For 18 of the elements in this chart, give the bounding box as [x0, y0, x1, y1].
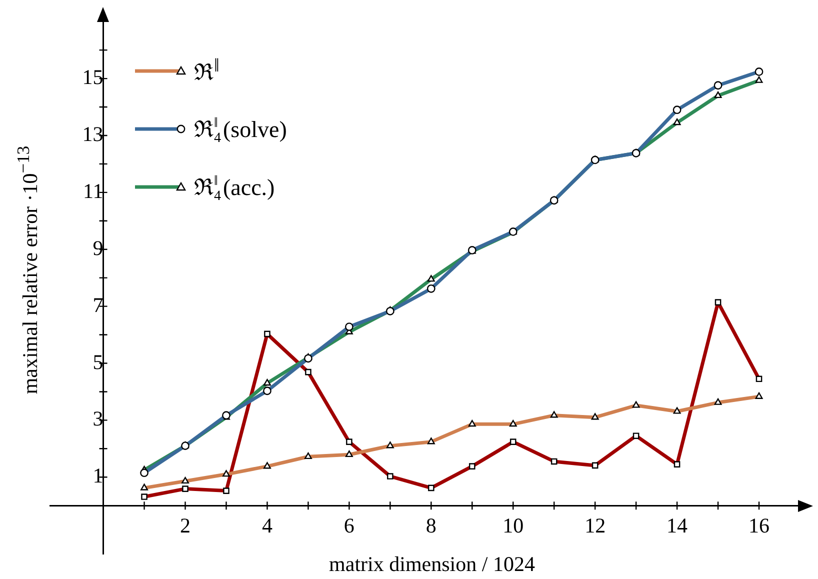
x-axis-title: matrix dimension / 1024	[329, 552, 535, 577]
y-tick-label: 5	[92, 350, 104, 374]
x-tick-label: 4	[262, 514, 273, 538]
y-tick-label: 15	[82, 65, 104, 90]
x-tick-label: 12	[584, 514, 606, 538]
y-tick-label: 7	[92, 292, 104, 317]
x-tick-label: 10	[502, 514, 524, 538]
y-tick-label: 3	[92, 406, 104, 431]
legend-label: ℜ$^{‖}$	[194, 55, 220, 87]
x-tick-label: 14	[666, 514, 688, 538]
y-tick-label: 13	[82, 122, 104, 146]
y-tick-label: 11	[83, 178, 104, 203]
x-tick-label: 8	[426, 514, 436, 538]
y-tick-label: 1	[92, 464, 104, 488]
x-tick-label: 2	[180, 514, 190, 538]
x-tick-label: 16	[748, 514, 770, 538]
y-tick-label: 9	[92, 236, 104, 260]
x-tick-label: 6	[344, 514, 354, 538]
